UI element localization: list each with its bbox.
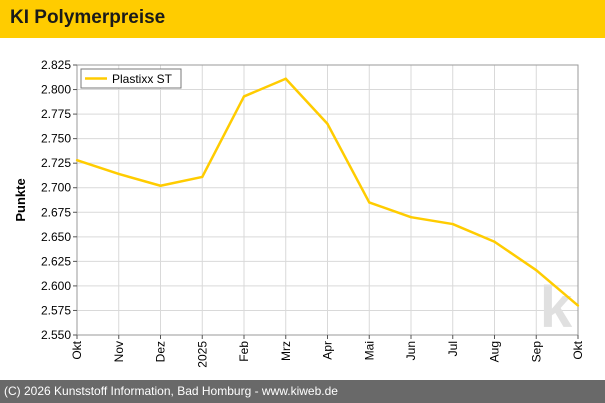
y-tick-label: 2.675 — [41, 205, 71, 219]
x-tick-label: Dez — [154, 341, 168, 362]
y-tick-label: 2.600 — [41, 279, 71, 293]
y-tick-label: 2.775 — [41, 107, 71, 121]
data-point — [242, 95, 246, 98]
y-tick-label: 2.575 — [41, 303, 71, 317]
price-chart: k 2.825 2.800 2.775 2.750 2.725 2.700 2.675 2.6… — [13, 58, 585, 368]
y-axis-label: Punkte — [13, 178, 28, 221]
y-tick-label: 2.725 — [41, 156, 71, 170]
x-tick-label: Feb — [237, 341, 251, 362]
data-point — [117, 172, 120, 176]
data-point — [368, 201, 371, 204]
x-tick-label: Jun — [404, 341, 418, 360]
page-title: KI Polymerpreise — [10, 7, 166, 28]
x-tick-label: Jul — [446, 341, 460, 356]
y-tick-label: 2.650 — [41, 230, 71, 244]
y-tick-label: 2.825 — [41, 58, 71, 72]
series-group — [75, 77, 580, 307]
data-point — [493, 240, 496, 243]
data-point — [576, 304, 580, 307]
y-tick-label: 2.700 — [41, 181, 71, 195]
data-point — [409, 215, 413, 219]
x-tick-label: Mrz — [279, 341, 293, 361]
y-tick-label: 2.800 — [41, 83, 71, 97]
y-axis-ticks: 2.825 2.800 2.775 2.750 2.725 2.700 2.675 2.650… — [41, 58, 77, 342]
data-point — [326, 122, 329, 126]
legend-box — [80, 68, 182, 89]
data-point — [451, 222, 454, 226]
data-point — [201, 175, 204, 179]
x-tick-label: Apr — [321, 341, 335, 360]
y-tick-label: 2.625 — [41, 254, 71, 268]
data-point — [284, 77, 287, 80]
footer-bar: (C) 2026 Kunststoff Information, Bad Hom… — [0, 380, 605, 403]
x-tick-label: Okt — [70, 340, 84, 359]
data-point — [159, 184, 162, 187]
data-point — [75, 159, 79, 162]
data-point — [535, 269, 538, 272]
header-bar: KI Polymerpreise — [0, 0, 605, 38]
watermark-logo: k — [540, 275, 573, 340]
x-tick-label: Nov — [112, 341, 126, 362]
y-tick-label: 2.550 — [41, 328, 71, 342]
x-tick-label: Sep — [529, 341, 543, 363]
x-tick-label: Mai — [362, 341, 376, 360]
y-tick-label: 2.750 — [41, 132, 71, 146]
legend: Plastixx ST — [80, 68, 182, 89]
x-tick-label: Aug — [488, 341, 502, 362]
x-axis-ticks: Okt Nov Dez 2025 Feb Mrz Apr Mai Jun Jul Aug Sep Okt — [70, 335, 585, 368]
legend-label: Plastixx ST — [112, 72, 173, 86]
chart-area: k 2.825 2.800 2.775 2.750 2.725 2.700 2.675 2.6… — [0, 38, 605, 380]
x-tick-label: Okt — [571, 340, 585, 359]
copyright-text: (C) 2026 Kunststoff Information, Bad Hom… — [4, 384, 338, 398]
x-tick-label: 2025 — [195, 341, 209, 368]
